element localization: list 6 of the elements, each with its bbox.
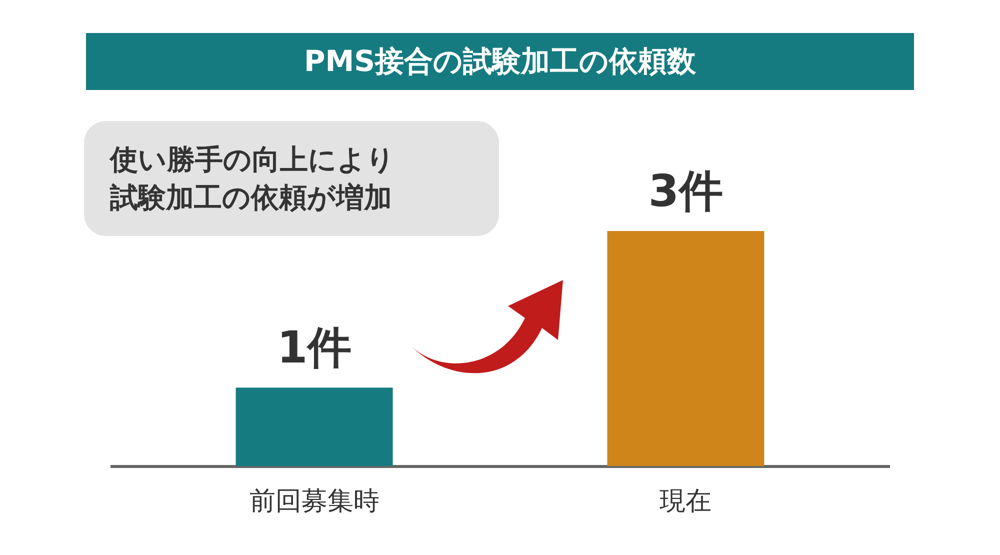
text: 使い勝手の向上により試験加工の依頼が増加 xyxy=(110,142,396,216)
data-label: 1件 xyxy=(276,322,352,374)
x-tick-label: 現在 xyxy=(660,486,712,516)
chart-title: PMS接合の試験加工の依頼数 xyxy=(86,33,914,90)
x-tick-label: 前回募集時 xyxy=(249,486,380,516)
data-label: 3件 xyxy=(648,166,724,217)
